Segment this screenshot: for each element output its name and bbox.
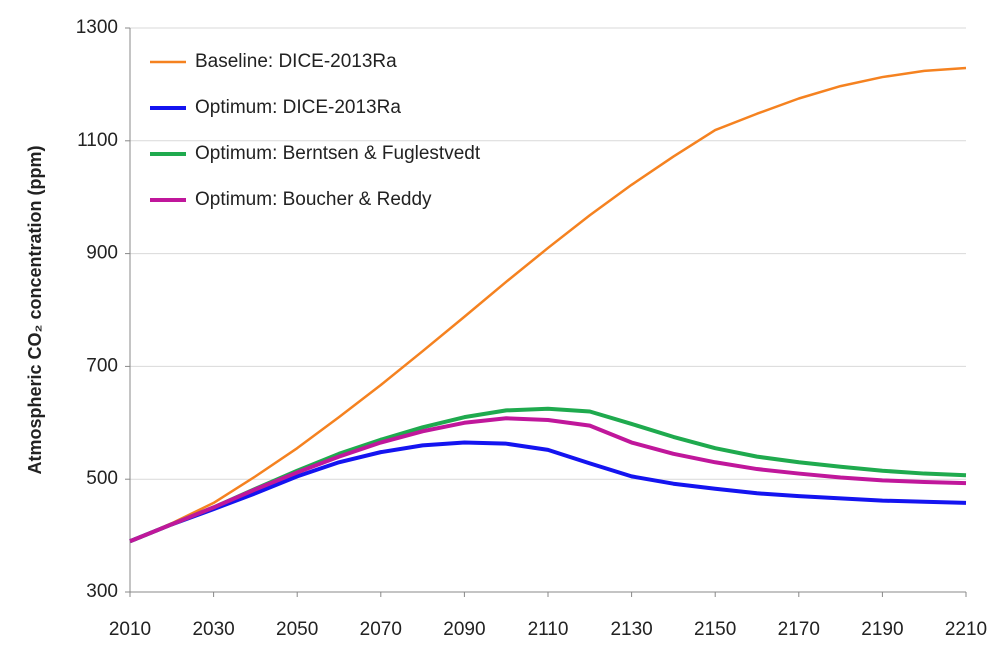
y-tick-label: 500: [86, 468, 118, 489]
x-tick-label: 2010: [109, 619, 151, 640]
legend-label: Baseline: DICE-2013Ra: [195, 51, 397, 72]
x-tick-label: 2190: [861, 619, 903, 640]
y-axis-label: Atmospheric CO₂ concentration (ppm): [25, 145, 45, 474]
x-tick-label: 2130: [610, 619, 652, 640]
y-tick-label: 300: [86, 581, 118, 602]
legend-label: Optimum: Boucher & Reddy: [195, 189, 432, 210]
x-tick-label: 2050: [276, 619, 318, 640]
y-tick-label: 900: [86, 243, 118, 264]
series-line: [129, 66, 967, 543]
x-tick-label: 2170: [778, 619, 820, 640]
x-tick-label: 2070: [360, 619, 402, 640]
legend-label: Optimum: Berntsen & Fuglestvedt: [195, 143, 481, 164]
series-line: [129, 440, 967, 544]
y-tick-label: 1100: [77, 130, 118, 151]
x-tick-label: 2110: [528, 619, 569, 640]
x-tick-label: 2150: [694, 619, 736, 640]
y-tick-label: 1300: [76, 17, 118, 38]
series-line: [129, 416, 967, 544]
x-tick-label: 2090: [443, 619, 485, 640]
x-tick-label: 2210: [945, 619, 987, 640]
x-tick-label: 2030: [192, 619, 234, 640]
y-tick-label: 700: [86, 355, 118, 376]
legend-label: Optimum: DICE-2013Ra: [195, 97, 401, 118]
